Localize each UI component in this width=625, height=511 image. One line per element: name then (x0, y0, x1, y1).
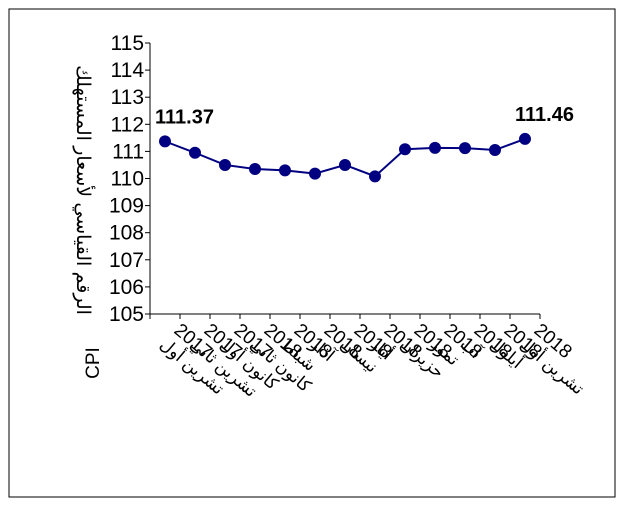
data-point (519, 132, 531, 145)
y-axis-cpi-label: CPI (83, 347, 104, 379)
data-point (249, 163, 261, 176)
y-tick-label: 109 (109, 195, 144, 218)
data-label: 111.37 (155, 106, 214, 128)
data-point (339, 158, 351, 171)
y-tick-labels: 105 106 107 108 109 110 111 112 113 114 115 (109, 32, 144, 326)
data-point (459, 142, 471, 155)
axes (145, 42, 541, 319)
data-point (189, 146, 201, 159)
data-point (159, 135, 171, 148)
data-point (429, 141, 441, 154)
data-label: 111.46 (515, 104, 574, 126)
y-tick-label: 106 (109, 276, 144, 299)
y-tick-label: 112 (111, 113, 144, 136)
data-point (279, 164, 291, 177)
y-tick-label: 111 (112, 140, 144, 163)
y-tick-label: 110 (111, 168, 144, 191)
data-point (399, 143, 411, 156)
y-tick-label: 108 (109, 222, 144, 245)
y-axis-title: الرقم القياسي لأسعار المستهلك (72, 65, 96, 315)
series-cpi (159, 132, 531, 183)
chart-border (8, 8, 616, 498)
y-tick-label: 115 (111, 32, 144, 55)
data-point (219, 158, 231, 171)
y-tick-label: 107 (109, 249, 144, 272)
data-point (309, 167, 321, 180)
data-labels: 111.37 111.46 (155, 104, 574, 128)
y-tick-label: 105 (109, 303, 144, 326)
data-point (489, 144, 501, 157)
data-point (369, 170, 381, 183)
y-tick-label: 114 (111, 59, 145, 82)
y-tick-label: 113 (111, 86, 144, 109)
y-axis-label: الرقم القياسي لأسعار المستهلك CPI (72, 65, 104, 379)
